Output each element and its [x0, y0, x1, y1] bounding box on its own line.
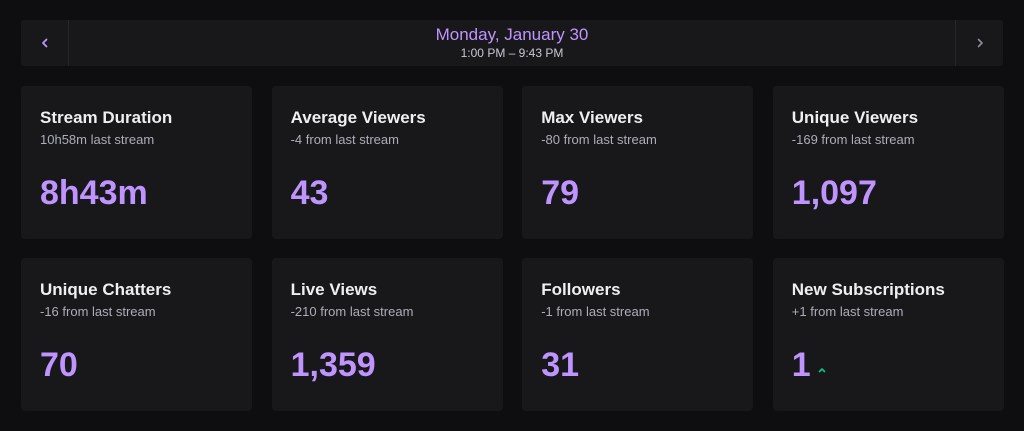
stat-card-followers: Followers -1 from last stream 31 [522, 258, 754, 411]
stream-date-title: Monday, January 30 [435, 25, 589, 44]
stat-value: 1,097 [791, 174, 877, 212]
stat-value: 70 [40, 346, 78, 384]
stat-value: 31 [541, 346, 580, 384]
stream-time-range: 1:00 PM – 9:43 PM [460, 46, 564, 60]
stat-value: 79 [541, 174, 580, 212]
stream-date: Monday, January 30 1:00 PM – 9:43 PM [69, 20, 955, 66]
stat-comparison: -169 from last stream [791, 132, 915, 147]
stat-title: Live Views [290, 280, 378, 299]
date-navigator: Monday, January 30 1:00 PM – 9:43 PM [21, 20, 1003, 66]
stat-value: 1,359 [290, 346, 376, 384]
chevron-right-icon [976, 38, 984, 48]
stat-comparison: -210 from last stream [290, 304, 414, 319]
stat-comparison: -16 from last stream [40, 304, 156, 319]
stat-comparison: -80 from last stream [541, 132, 657, 147]
stat-title: Max Viewers [541, 108, 643, 127]
stat-card-stream-duration: Stream Duration 10h58m last stream 8h43m [21, 86, 252, 239]
next-stream-button[interactable] [955, 20, 1003, 66]
stats-grid: Stream Duration 10h58m last stream 8h43m… [21, 86, 1004, 411]
stat-card-max-viewers: Max Viewers -80 from last stream 79 [522, 86, 754, 239]
stat-comparison: 10h58m last stream [40, 132, 155, 147]
stat-card-unique-chatters: Unique Chatters -16 from last stream 70 [21, 258, 252, 411]
stat-comparison: -1 from last stream [541, 304, 650, 319]
trend-up-caret-icon [818, 360, 826, 378]
previous-stream-button[interactable] [21, 20, 69, 66]
chevron-left-icon [41, 38, 49, 48]
stat-value: 8h43m [40, 174, 148, 212]
stat-comparison: +1 from last stream [791, 304, 904, 319]
stat-title: Average Viewers [290, 108, 426, 127]
stat-value: 1 [791, 346, 811, 384]
stat-card-unique-viewers: Unique Viewers -169 from last stream 1,0… [772, 86, 1004, 239]
stat-card-live-views: Live Views -210 from last stream 1,359 [271, 258, 503, 411]
stat-title: Followers [541, 280, 621, 299]
stat-title: Unique Chatters [40, 280, 172, 299]
stat-title: Stream Duration [40, 108, 173, 127]
stat-comparison: -4 from last stream [290, 132, 399, 147]
stat-card-new-subscriptions: New Subscriptions +1 from last stream 1 [772, 258, 1004, 411]
stat-card-average-viewers: Average Viewers -4 from last stream 43 [271, 86, 503, 239]
stat-title: Unique Viewers [791, 108, 919, 127]
stat-value: 43 [290, 174, 329, 212]
stat-title: New Subscriptions [791, 280, 945, 299]
